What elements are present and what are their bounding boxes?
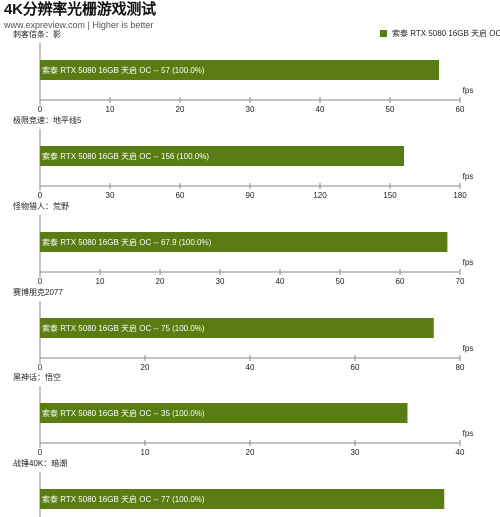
x-tick-label: 90	[246, 191, 255, 200]
bar	[40, 318, 434, 338]
x-tick-label: 150	[383, 191, 397, 200]
chart-title: 怪物猎人：荒野	[13, 201, 69, 211]
x-tick-label: 60	[456, 105, 465, 114]
legend: 索泰 RTX 5080 16GB 天启 OC	[380, 28, 500, 39]
bar-label: 索泰 RTX 5080 16GB 天启 OC -- 57 (100.0%)	[42, 65, 205, 75]
chart-title: 赛博朋克2077	[13, 287, 63, 297]
x-tick-label: 20	[156, 277, 165, 286]
chart-title: 极限竞速：地平线5	[13, 115, 82, 125]
bar	[40, 232, 448, 252]
x-tick-label: 10	[106, 105, 115, 114]
x-tick-label: 0	[38, 105, 43, 114]
page-title: 4K分辨率光栅游戏测试	[4, 1, 156, 18]
bar	[40, 489, 445, 509]
chart-title: 刺客信条：影	[13, 29, 61, 39]
bar	[40, 403, 408, 423]
x-tick-label: 10	[96, 277, 105, 286]
legend-label: 索泰 RTX 5080 16GB 天启 OC	[392, 29, 500, 38]
x-tick-label: 80	[456, 363, 465, 372]
x-tick-label: 20	[246, 448, 255, 457]
x-tick-label: 20	[176, 105, 185, 114]
x-tick-label: 0	[38, 363, 43, 372]
bar	[40, 60, 439, 80]
x-tick-label: 40	[276, 277, 285, 286]
x-tick-label: 60	[396, 277, 405, 286]
x-tick-label: 0	[38, 191, 43, 200]
x-axis-unit: fps	[463, 172, 474, 181]
x-tick-label: 60	[351, 363, 360, 372]
bar-label: 索泰 RTX 5080 16GB 天启 OC -- 75 (100.0%)	[42, 323, 205, 333]
x-tick-label: 180	[453, 191, 467, 200]
x-tick-label: 40	[456, 448, 465, 457]
x-tick-label: 0	[38, 448, 43, 457]
chart-title: 黑神话：悟空	[13, 372, 61, 382]
x-axis-unit: fps	[463, 344, 474, 353]
x-axis-unit: fps	[463, 258, 474, 267]
x-tick-label: 60	[176, 191, 185, 200]
bar-label: 索泰 RTX 5080 16GB 天启 OC -- 156 (100.0%)	[42, 151, 209, 161]
bar	[40, 146, 404, 166]
x-axis-unit: fps	[463, 429, 474, 438]
x-tick-label: 30	[351, 448, 360, 457]
x-tick-label: 30	[246, 105, 255, 114]
x-tick-label: 70	[456, 277, 465, 286]
bar-label: 索泰 RTX 5080 16GB 天启 OC -- 77 (100.0%)	[42, 494, 205, 504]
bar-label: 索泰 RTX 5080 16GB 天启 OC -- 67.9 (100.0%)	[42, 237, 212, 247]
page-subtitle: www.expreview.com | Higher is better	[4, 20, 154, 30]
x-tick-label: 120	[313, 191, 327, 200]
x-tick-label: 0	[38, 277, 43, 286]
x-tick-label: 50	[336, 277, 345, 286]
bar-label: 索泰 RTX 5080 16GB 天启 OC -- 35 (100.0%)	[42, 408, 205, 418]
x-tick-label: 10	[141, 448, 150, 457]
x-axis-unit: fps	[463, 86, 474, 95]
chart-title: 战锤40K：暗潮	[13, 458, 67, 468]
x-tick-label: 30	[106, 191, 115, 200]
x-tick-label: 40	[246, 363, 255, 372]
page-header: 4K分辨率光栅游戏测试 www.expreview.com | Higher i…	[4, 1, 156, 31]
legend-swatch	[380, 30, 387, 37]
x-tick-label: 20	[141, 363, 150, 372]
x-tick-label: 30	[216, 277, 225, 286]
x-tick-label: 40	[316, 105, 325, 114]
x-tick-label: 50	[386, 105, 395, 114]
